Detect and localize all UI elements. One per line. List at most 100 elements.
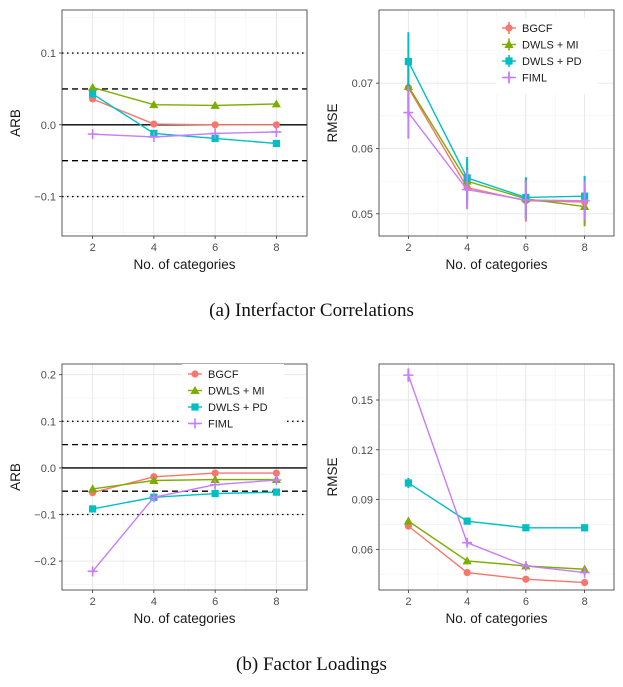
x-tick-label: 2 <box>90 596 96 608</box>
series-line <box>407 374 585 574</box>
series-line <box>92 86 277 107</box>
data-point <box>211 489 219 498</box>
data-point <box>89 90 97 98</box>
legend-label: DWLS + PD <box>208 402 268 414</box>
y-tick-label: 0.07 <box>352 78 373 90</box>
data-point <box>211 469 219 477</box>
legend-item: DWLS + PD <box>188 402 268 414</box>
y-axis-title: RMSE <box>325 103 340 142</box>
legend-label: DWLS + PD <box>522 56 582 68</box>
series-line <box>407 525 585 584</box>
x-tick-label: 6 <box>523 242 529 254</box>
y-axis-title: ARB <box>8 109 23 137</box>
data-point <box>271 126 282 137</box>
x-axis-title: No. of categories <box>445 611 547 626</box>
series-bgcf <box>404 522 589 587</box>
data-point <box>463 517 471 525</box>
y-tick-label: 0.0 <box>41 463 56 475</box>
series-line <box>92 131 277 138</box>
legend-key-marker <box>505 24 513 32</box>
x-tick-label: 4 <box>151 242 157 254</box>
y-tick-label: 0.09 <box>352 495 373 507</box>
y-tick-label: 0.06 <box>352 143 373 155</box>
data-point <box>88 484 98 493</box>
y-tick-label: 0.1 <box>41 48 56 60</box>
legend-key-marker <box>505 57 513 65</box>
y-axis-title: RMSE <box>325 457 340 496</box>
data-point <box>89 505 97 513</box>
legend-item: DWLS + PD <box>502 55 582 68</box>
legend-key-marker <box>190 385 200 394</box>
legend-label: DWLS + MI <box>522 40 579 52</box>
legend-item: BGCF <box>502 22 553 35</box>
y-axis-title: ARB <box>8 463 23 491</box>
data-point <box>210 100 220 109</box>
data-point <box>149 475 159 484</box>
data-point <box>271 99 281 108</box>
legend-item: BGCF <box>188 369 239 381</box>
x-tick-label: 4 <box>464 596 470 608</box>
data-point <box>148 492 159 503</box>
legend-key-marker <box>191 403 199 411</box>
y-tick-label: 0.15 <box>352 395 373 407</box>
legend-key-marker <box>504 39 514 48</box>
legend-label: FIML <box>522 73 547 85</box>
legend-label: DWLS + MI <box>208 386 265 398</box>
data-point <box>210 474 220 484</box>
data-point <box>462 556 472 565</box>
caption-a: (a) Interfactor Correlations <box>209 300 414 321</box>
x-tick-label: 8 <box>273 242 279 254</box>
y-tick-label: −0.1 <box>34 510 56 522</box>
chart-fl-rmse: 0.06 0.09 0.12 0.15 2 4 6 8 No. of categories RMS… <box>325 363 615 626</box>
legend-item: DWLS + MI <box>502 38 579 52</box>
x-tick-label: 2 <box>405 596 411 608</box>
legend-key-marker <box>504 72 514 83</box>
y-tick-label: −0.1 <box>34 192 56 204</box>
legend: BGCF DWLS + MI DWLS + PD FIML <box>496 18 598 94</box>
data-point <box>404 479 412 487</box>
y-tick-label: 0.05 <box>352 209 373 221</box>
legend-key-marker <box>191 370 199 378</box>
data-point <box>272 139 280 148</box>
data-point <box>272 488 280 496</box>
legend-item: FIML <box>188 418 233 431</box>
data-point <box>462 537 473 548</box>
series-line <box>407 86 585 208</box>
x-tick-label: 4 <box>464 242 470 254</box>
x-tick-label: 2 <box>90 242 96 254</box>
series-fiml <box>87 475 282 577</box>
series-line <box>407 61 585 199</box>
legend-background <box>496 18 598 94</box>
x-axis-title: No. of categories <box>445 257 547 272</box>
y-tick-label: 0.1 <box>41 416 56 428</box>
data-point <box>463 568 471 577</box>
series-dwls-pd <box>404 477 589 532</box>
data-point <box>211 134 219 143</box>
data-point <box>272 121 280 129</box>
chart-fl-arb: −0.2 −0.1 0.0 0.1 0.2 2 4 6 8 No. of categories AR… <box>8 363 308 626</box>
chart-ic-arb: −0.1 0.0 0.1 2 4 6 8 No. of categories ARB <box>8 9 308 272</box>
x-tick-label: 6 <box>212 242 218 254</box>
x-tick-label: 6 <box>212 596 218 608</box>
y-tick-label: 0.2 <box>41 370 56 382</box>
series-line <box>92 478 277 490</box>
plot-frame <box>61 9 308 237</box>
series-line <box>92 491 277 510</box>
data-point <box>404 58 412 66</box>
plot-frame <box>378 9 615 237</box>
series-fiml <box>403 86 590 221</box>
data-point <box>579 195 590 206</box>
chart-ic-rmse: 0.05 0.06 0.07 2 4 6 8 No. of categories RMSE BGC… <box>325 9 615 272</box>
data-point <box>403 107 414 118</box>
data-point <box>148 131 159 142</box>
legend-background <box>182 364 284 440</box>
data-point <box>462 184 473 195</box>
x-tick-label: 4 <box>151 596 157 608</box>
y-tick-label: −0.2 <box>34 556 56 568</box>
data-point <box>520 195 531 206</box>
data-point <box>150 120 158 128</box>
series-line <box>92 479 277 572</box>
series-fiml <box>87 126 282 142</box>
data-point <box>403 516 413 525</box>
